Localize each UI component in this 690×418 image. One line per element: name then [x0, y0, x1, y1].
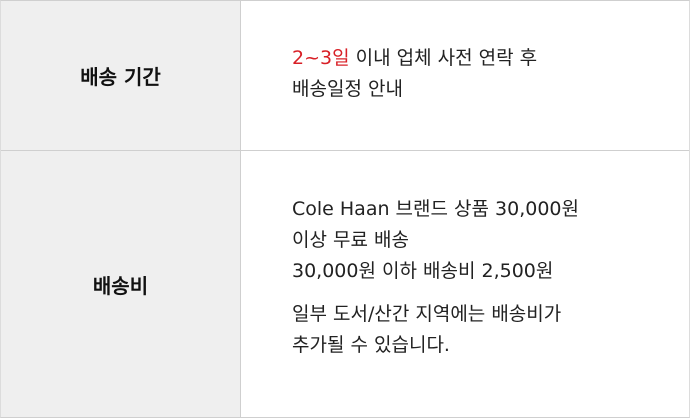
- shipping-period-line-1: 2~3일 이내 업체 사전 연락 후: [292, 43, 689, 74]
- shipping-fee-note-line-1: 일부 도서/산간 지역에는 배송비가: [292, 303, 562, 325]
- shipping-period-highlight: 2~3일: [292, 47, 350, 69]
- shipping-fee-label: 배송비: [1, 151, 241, 417]
- shipping-period-label: 배송 기간: [1, 1, 241, 150]
- shipping-fee-note-line-2: 추가될 수 있습니다.: [292, 334, 450, 356]
- shipping-period-row: 배송 기간 2~3일 이내 업체 사전 연락 후 배송일정 안내: [1, 1, 689, 151]
- shipping-fee-row: 배송비 Cole Haan 브랜드 상품 30,000원 이상 무료 배송 30…: [1, 151, 689, 417]
- shipping-period-line-2: 배송일정 안내: [292, 78, 403, 100]
- shipping-period-value: 2~3일 이내 업체 사전 연락 후 배송일정 안내: [241, 1, 689, 150]
- shipping-fee-line-3: 30,000원 이하 배송비 2,500원: [292, 260, 554, 282]
- shipping-period-line-1-text: 이내 업체 사전 연락 후: [349, 47, 538, 69]
- spacer: [292, 287, 689, 299]
- shipping-fee-line-2: 이상 무료 배송: [292, 229, 409, 251]
- shipping-fee-value: Cole Haan 브랜드 상품 30,000원 이상 무료 배송 30,000…: [241, 151, 689, 417]
- shipping-fee-line-1: Cole Haan 브랜드 상품 30,000원: [292, 198, 579, 220]
